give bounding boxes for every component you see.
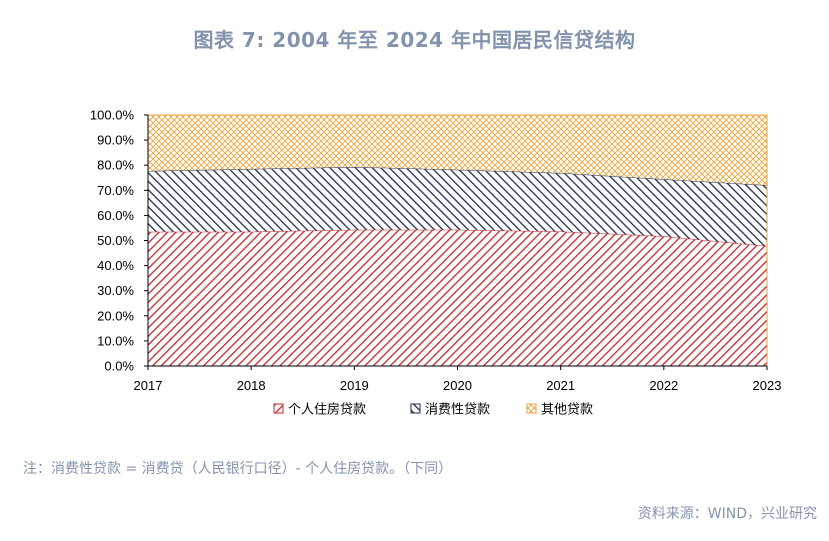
y-tick-label: 70.0%: [97, 183, 134, 198]
area-series-1: [148, 229, 767, 366]
x-tick-label: 2020: [443, 378, 472, 393]
legend: 个人住房贷款 消费性贷款 其他贷款: [273, 402, 593, 418]
y-tick-label: 30.0%: [97, 283, 134, 298]
legend-label: 个人住房贷款: [288, 402, 366, 418]
y-tick-label: 90.0%: [97, 133, 134, 148]
y-tick-label: 20.0%: [97, 308, 134, 323]
legend-swatch: [273, 403, 284, 414]
x-tick-label: 2023: [753, 378, 782, 393]
chart-title: 图表 7: 2004 年至 2024 年中国居民信贷结构: [193, 28, 636, 52]
footnote: 注：消费性贷款 = 消费贷（人民银行口径）- 个人住房贷款。（下同）: [23, 461, 453, 477]
area-series-3: [148, 115, 767, 186]
plot-area: [147, 114, 768, 366]
y-tick-label: 100.0%: [90, 108, 135, 123]
y-tick-label: 60.0%: [97, 208, 134, 223]
x-tick-label: 2018: [237, 378, 266, 393]
legend-swatch: [526, 403, 537, 414]
y-tick-label: 10.0%: [97, 333, 134, 348]
legend-swatch: [410, 403, 421, 414]
x-tick-label: 2021: [546, 378, 575, 393]
y-tick-label: 0.0%: [104, 359, 134, 374]
y-tick-label: 80.0%: [97, 158, 134, 173]
x-tick-label: 2017: [134, 378, 163, 393]
x-tick-label: 2022: [649, 378, 678, 393]
legend-label: 消费性贷款: [425, 403, 490, 418]
y-tick-label: 40.0%: [97, 258, 134, 273]
area-series-2: [148, 166, 767, 247]
axes: 0.0% 10.0% 20.0% 30.0% 40.0% 50.0% 60.0% 70.0% 8…: [90, 108, 782, 394]
legend-label: 其他贷款: [541, 403, 593, 418]
y-tick-label: 50.0%: [97, 233, 134, 248]
source-text: 资料来源：WIND，兴业研究: [637, 506, 817, 522]
x-tick-label: 2019: [340, 378, 369, 393]
